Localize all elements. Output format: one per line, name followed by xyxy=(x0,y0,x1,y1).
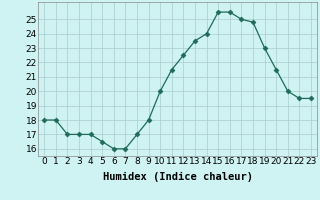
X-axis label: Humidex (Indice chaleur): Humidex (Indice chaleur) xyxy=(103,172,252,182)
